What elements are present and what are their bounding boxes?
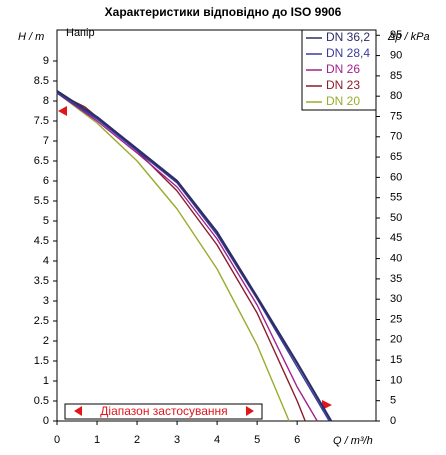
x-tick-label: 3	[174, 434, 180, 446]
y-tick-label: 0.5	[34, 395, 49, 407]
series-line	[56, 92, 290, 422]
range-arrow-left	[74, 406, 82, 416]
y-tick-label: 7.5	[34, 115, 49, 127]
y2-tick-label: 65	[390, 151, 402, 163]
y2-axis-label: Δp / kPa	[387, 31, 430, 43]
y-tick-label: 3.5	[34, 275, 49, 287]
x-tick-label: 4	[214, 434, 220, 446]
y-tick-label: 2.5	[34, 315, 49, 327]
y-tick-label: 5	[43, 215, 49, 227]
y2-tick-label: 60	[390, 171, 402, 183]
y-tick-label: 9	[43, 55, 49, 67]
x-tick-label: 1	[94, 434, 100, 446]
y2-tick-label: 45	[390, 232, 402, 244]
x-tick-label: 0	[54, 434, 60, 446]
series-line	[56, 92, 330, 422]
y-tick-label: 6	[43, 175, 49, 187]
series-line	[56, 92, 318, 422]
plot-frame	[56, 29, 377, 422]
y-tick-label: 8.5	[34, 75, 49, 87]
y-tick-label: 3	[43, 295, 49, 307]
legend-label: DN 26	[326, 62, 360, 76]
y2-tick-label: 55	[390, 192, 402, 204]
chart-title: Характеристики відповідно до ISO 9906	[105, 5, 342, 19]
series-line	[56, 90, 333, 422]
y2-tick-label: 30	[390, 293, 402, 305]
y-tick-label: 1.5	[34, 355, 49, 367]
y2-tick-label: 95	[390, 29, 402, 41]
x-axis-label: Q / m³/h	[333, 435, 373, 447]
y2-tick-label: 80	[390, 90, 402, 102]
y2-tick-label: 85	[390, 70, 402, 82]
y2-tick-label: 10	[390, 374, 402, 386]
x-tick-label: 2	[134, 434, 140, 446]
y2-tick-label: 50	[390, 212, 402, 224]
legend-label: DN 20	[326, 94, 360, 108]
x-tick-label: 6	[294, 434, 300, 446]
y-tick-label: 8	[43, 95, 49, 107]
range-arrow-right	[246, 406, 254, 416]
y2-tick-label: 5	[390, 395, 396, 407]
range-box	[64, 403, 263, 420]
y-tick-label: 6.5	[34, 155, 49, 167]
legend-label: DN 36,2	[326, 30, 370, 44]
y2-tick-label: 75	[390, 110, 402, 122]
y-tick-label: 2	[43, 335, 49, 347]
y-tick-label: 4.5	[34, 235, 49, 247]
y2-tick-label: 90	[390, 49, 402, 61]
y2-tick-label: 25	[390, 313, 402, 325]
y-tick-label: 1	[43, 375, 49, 387]
y-tick-label: 5.5	[34, 195, 49, 207]
y-tick-label: 4	[43, 255, 49, 267]
y-tick-label: 7	[43, 135, 49, 147]
y2-tick-label: 20	[390, 334, 402, 346]
y-tick-label: 0	[43, 415, 49, 427]
legend-label: DN 28,4	[326, 46, 370, 60]
range-label: Діапазон застосування	[100, 404, 227, 418]
series-line	[56, 92, 306, 422]
legend-label: DN 23	[326, 78, 360, 92]
y2-tick-label: 40	[390, 252, 402, 264]
y-axis-label: H / m	[18, 31, 44, 43]
plot-label: Напір	[66, 27, 95, 39]
y2-tick-label: 0	[390, 415, 396, 427]
y2-tick-label: 15	[390, 354, 402, 366]
y2-tick-label: 35	[390, 273, 402, 285]
legend-box	[301, 29, 377, 111]
legend: DN 36,2 DN 28,4 DN 26 DN 23 DN 20	[301, 29, 377, 111]
y2-tick-label: 70	[390, 131, 402, 143]
left-marker	[58, 106, 67, 116]
x-tick-label: 5	[254, 434, 260, 446]
